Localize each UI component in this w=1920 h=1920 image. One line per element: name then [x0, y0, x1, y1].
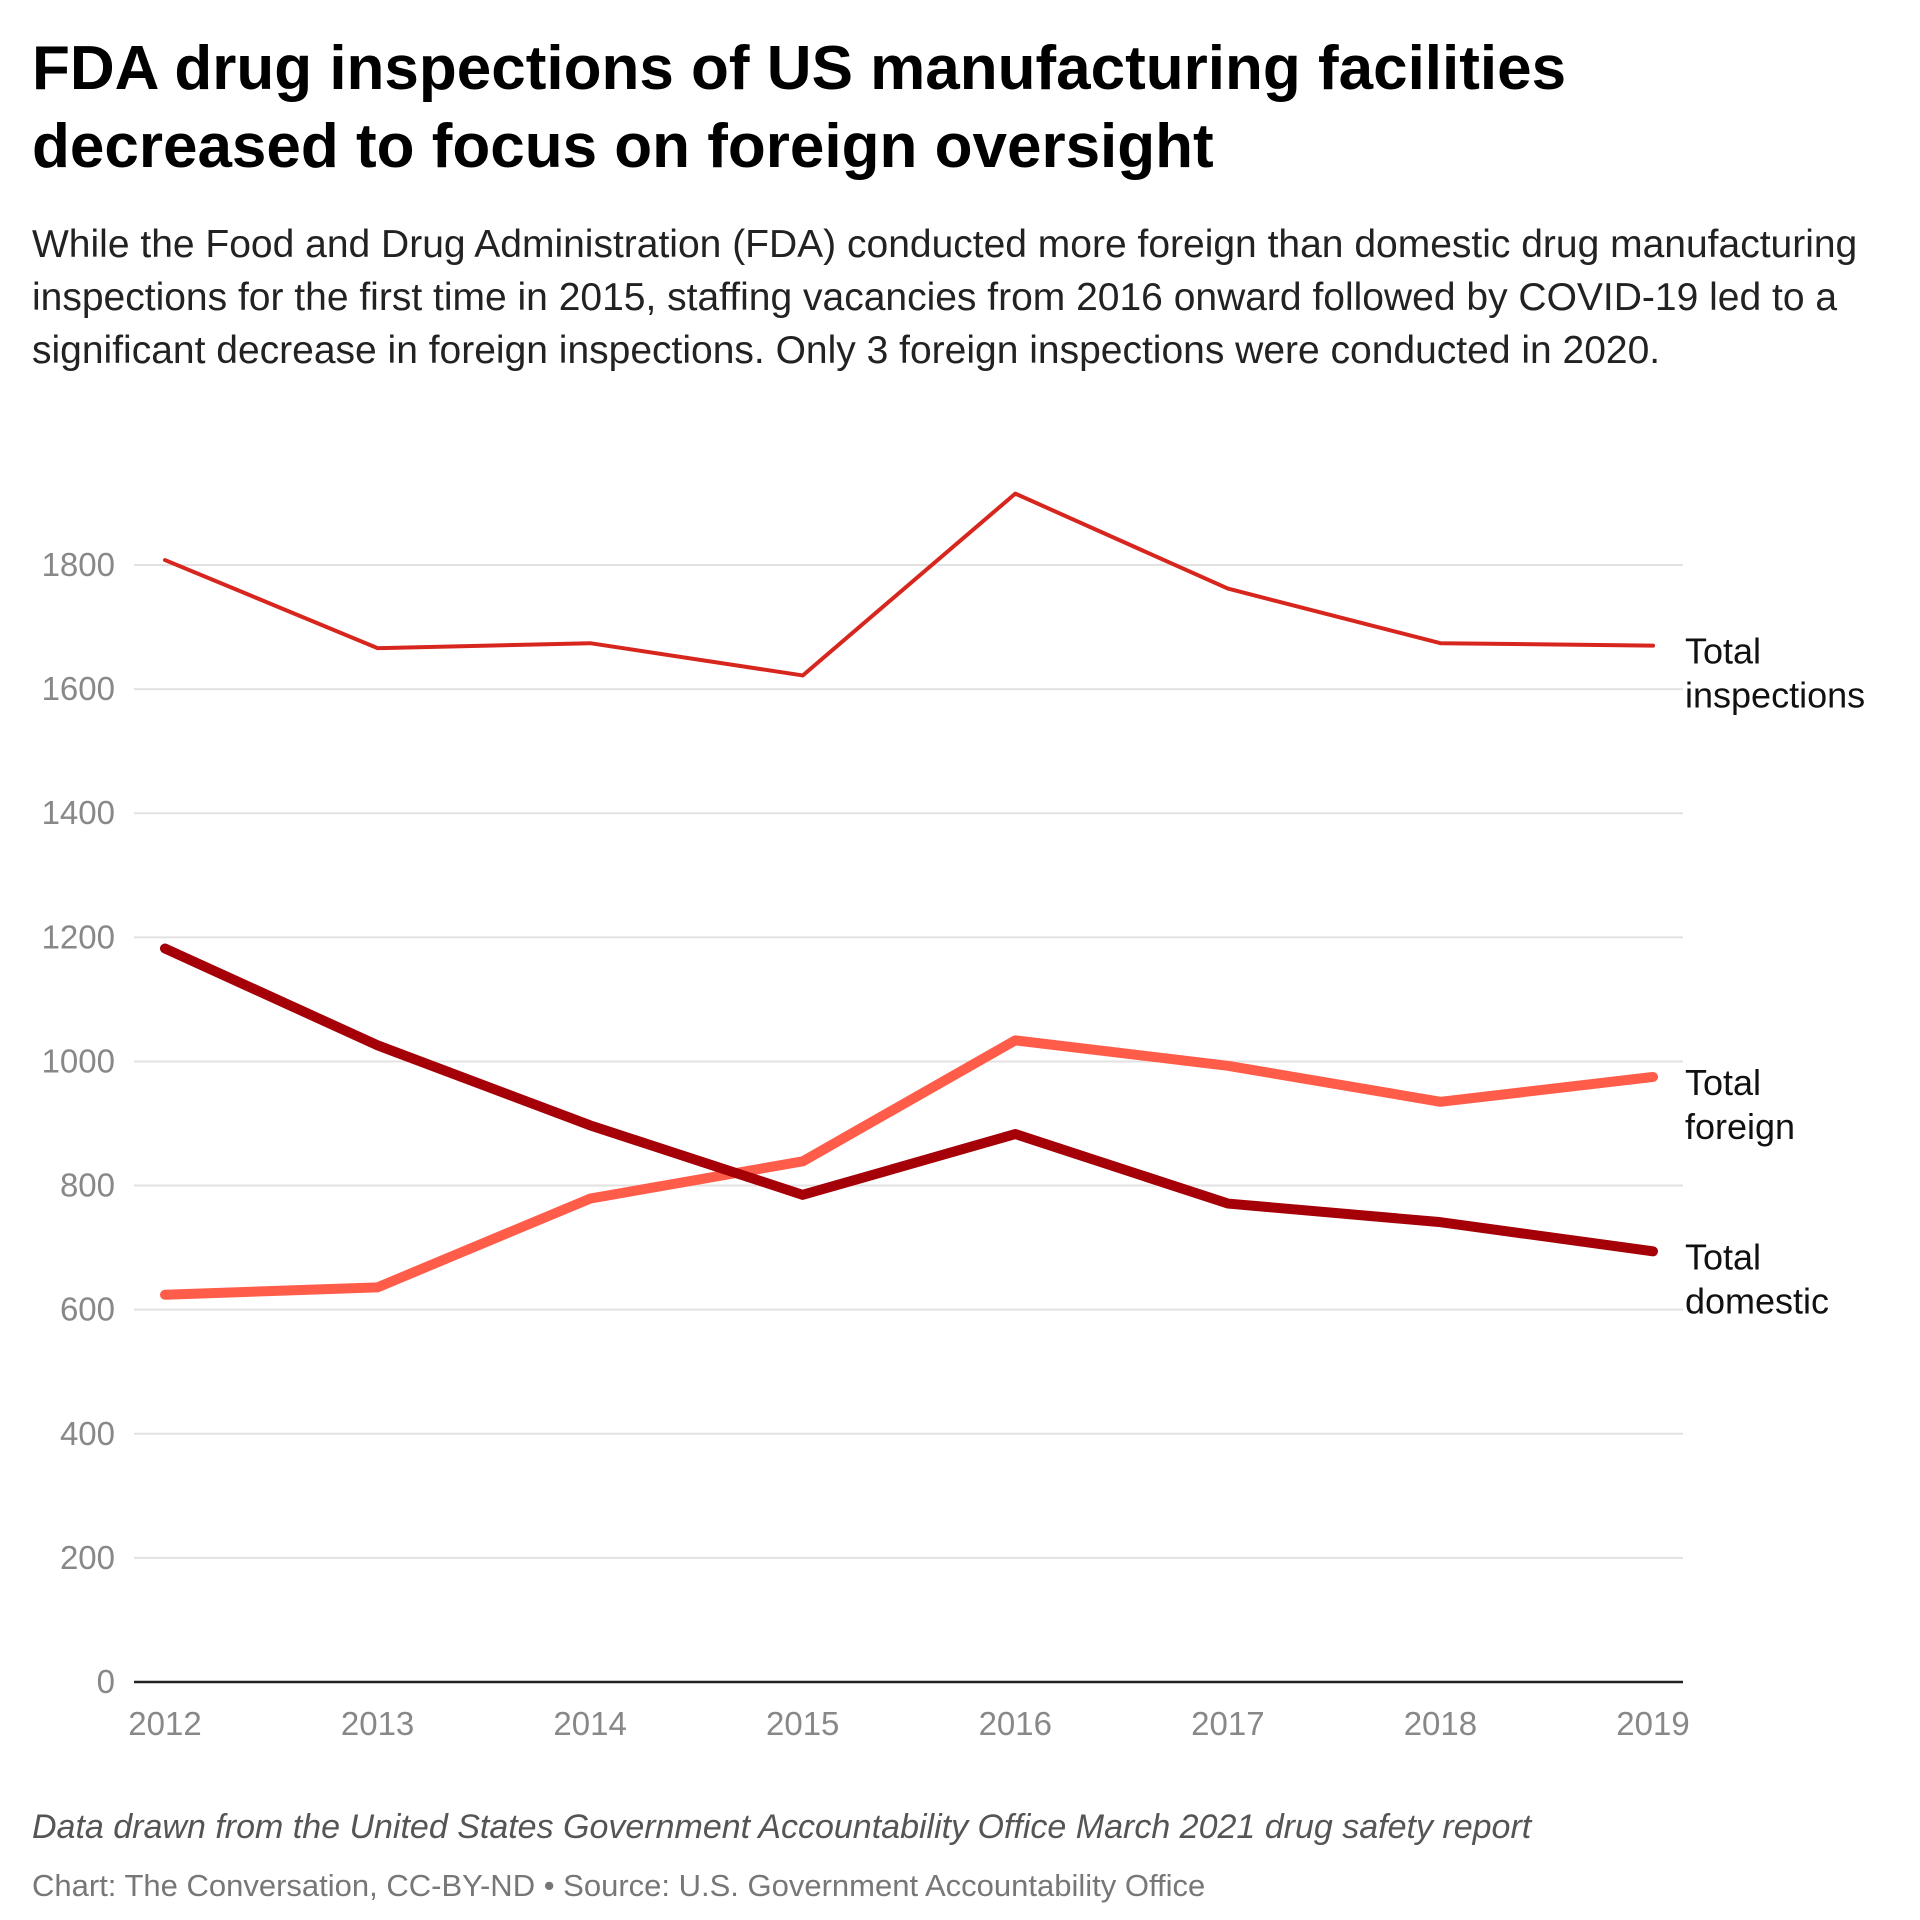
y-tick-label: 1000: [42, 1042, 115, 1079]
series-label: foreign: [1685, 1106, 1795, 1147]
y-tick-label: 800: [60, 1167, 115, 1204]
series-label: domestic: [1685, 1280, 1829, 1321]
y-tick-label: 1400: [42, 794, 115, 831]
x-tick-label: 2018: [1404, 1705, 1477, 1742]
series-label: Total: [1685, 631, 1761, 672]
x-tick-label: 2012: [128, 1705, 201, 1742]
series-label: Total: [1685, 1062, 1761, 1103]
y-tick-label: 600: [60, 1291, 115, 1328]
series-line-total-inspections: [163, 491, 1655, 678]
series-line-total-domestic: [160, 943, 1658, 1257]
chart-title: FDA drug inspections of US manufacturing…: [32, 34, 1567, 181]
y-tick-label: 400: [60, 1415, 115, 1452]
x-tick-label: 2013: [341, 1705, 414, 1742]
y-tick-label: 1200: [42, 918, 115, 955]
source-credit: Chart: The Conversation, CC-BY-ND • Sour…: [32, 1868, 1206, 1903]
x-tick-label: 2015: [766, 1705, 839, 1742]
x-tick-label: 2014: [553, 1705, 626, 1742]
x-tick-label: 2016: [979, 1705, 1052, 1742]
y-tick-label: 200: [60, 1539, 115, 1576]
x-tick-label: 2019: [1616, 1705, 1689, 1742]
y-tick-label: 0: [97, 1663, 115, 1700]
series-label: inspections: [1685, 675, 1865, 716]
x-tick-label: 2017: [1191, 1705, 1264, 1742]
series-line-total-foreign: [160, 1035, 1658, 1300]
data-note: Data drawn from the United States Govern…: [32, 1808, 1532, 1846]
y-tick-label: 1600: [42, 670, 115, 707]
chart-subtitle: While the Food and Drug Administration (…: [32, 223, 1858, 372]
y-tick-label: 1800: [42, 546, 115, 583]
series-label: Total: [1685, 1236, 1761, 1277]
